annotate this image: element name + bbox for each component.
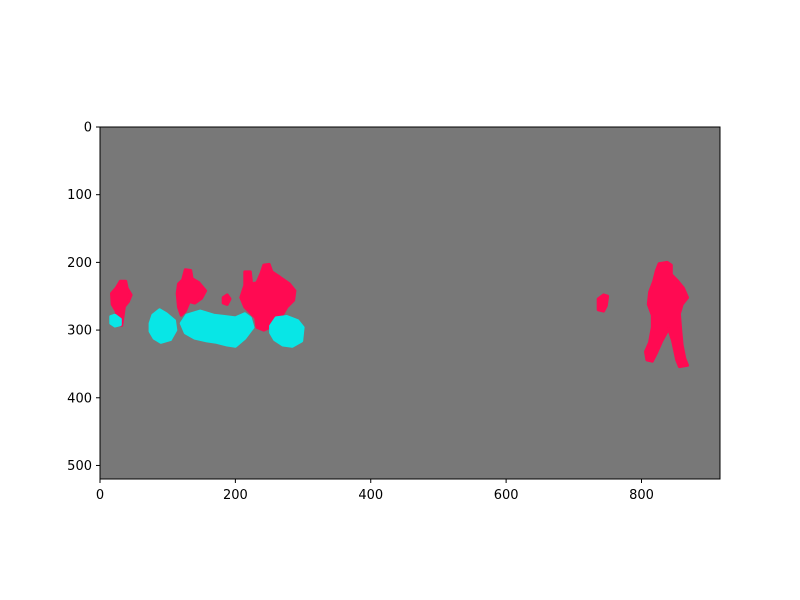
- x-tick-label: 400: [358, 488, 383, 503]
- y-tick-label: 400: [67, 391, 92, 406]
- segment-region-class-cyan-9: [269, 315, 305, 348]
- x-tick-label: 600: [494, 488, 519, 503]
- y-axis: 0 100 200 300 400 500: [67, 121, 100, 474]
- segment-region-class-red-0: [110, 279, 133, 327]
- segment-regions: [109, 260, 689, 369]
- segment-region-class-red-2: [221, 293, 232, 306]
- y-tick-label: 200: [67, 256, 92, 271]
- segment-region-class-cyan-6: [109, 313, 122, 328]
- segment-region-class-red-5: [644, 260, 689, 369]
- x-axis: 0 200 400 600 800: [96, 479, 654, 503]
- y-tick-label: 300: [67, 324, 92, 339]
- x-tick-label: 800: [629, 488, 654, 503]
- y-tick-label: 100: [67, 188, 92, 203]
- plot-area: [99, 126, 721, 480]
- segment-region-class-red-1: [175, 268, 208, 317]
- y-tick-label: 500: [67, 459, 92, 474]
- x-tick-label: 0: [96, 488, 104, 503]
- segment-region-class-cyan-7: [148, 308, 178, 344]
- segment-region-class-red-4: [596, 293, 610, 313]
- y-tick-label: 0: [84, 121, 92, 136]
- image-background: [100, 127, 720, 479]
- x-tick-label: 200: [223, 488, 248, 503]
- axes-frame: [99, 126, 721, 480]
- segment-region-class-cyan-8: [179, 309, 255, 348]
